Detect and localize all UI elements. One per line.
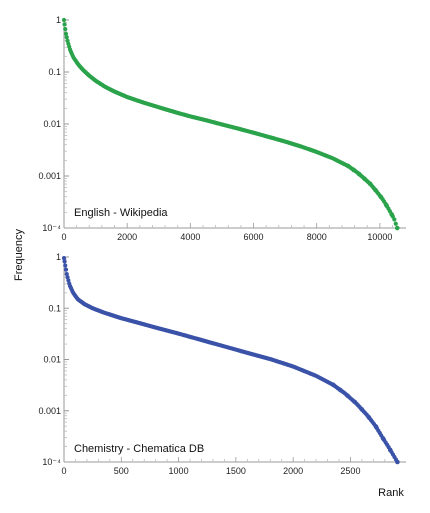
data-point — [62, 259, 67, 264]
data-point — [352, 399, 357, 405]
data-point — [395, 459, 400, 465]
chart-panel-1: 10⁻⁴ 0.001 0.01 0.1 1 0 2000 4000 6000 8000 10000 E… — [38, 15, 406, 242]
data-point — [351, 167, 357, 173]
data-point — [359, 407, 365, 412]
x-tick-label: 2000 — [117, 232, 137, 242]
data-point — [61, 17, 67, 23]
x-tick-label: 1500 — [226, 466, 246, 476]
data-series — [61, 17, 400, 231]
x-tick-label: 8000 — [307, 232, 327, 242]
panel-annotation: Chemistry - Chematica DB — [74, 443, 204, 455]
data-point — [63, 31, 69, 36]
y-tick-label: 0.001 — [38, 171, 61, 181]
x-tick-label: 2000 — [283, 466, 303, 476]
data-point — [362, 176, 367, 182]
data-point — [64, 271, 69, 277]
data-point — [389, 212, 395, 217]
data-point — [61, 256, 67, 261]
data-point — [62, 22, 67, 27]
data-point — [367, 181, 373, 187]
data-point — [373, 424, 379, 430]
y-tick-label: 1 — [56, 252, 61, 262]
y-tick-label: 10⁻⁴ — [42, 223, 61, 233]
data-point — [393, 221, 398, 226]
data-point — [356, 171, 362, 177]
data-point — [330, 382, 336, 388]
data-point — [64, 35, 69, 40]
data-point — [366, 415, 372, 420]
x-tick-label: 500 — [114, 466, 129, 476]
data-point — [63, 267, 69, 272]
x-tick-label: 0 — [61, 466, 66, 476]
data-point — [338, 387, 343, 393]
data-point — [380, 436, 386, 441]
data-point — [387, 447, 393, 453]
x-tick-label: 6000 — [244, 232, 264, 242]
x-tick-label: 0 — [61, 232, 66, 242]
y-tick-label: 10⁻⁴ — [42, 457, 61, 467]
y-tick-label: 0.1 — [48, 303, 61, 313]
data-point — [394, 225, 400, 231]
x-axis-title: Rank — [378, 487, 404, 499]
x-tick-label: 10000 — [367, 232, 392, 242]
data-point — [63, 263, 68, 268]
y-tick-label: 0.1 — [48, 67, 61, 77]
data-point — [345, 393, 350, 398]
chart-panel-2: 10⁻⁴ 0.001 0.01 0.1 1 0 500 1000 1500 2000 2500 Che… — [38, 252, 406, 476]
data-point — [345, 163, 351, 169]
x-tick-label: 1000 — [169, 466, 189, 476]
y-tick-label: 0.01 — [43, 355, 61, 365]
data-point — [392, 217, 397, 222]
y-tick-label: 1 — [56, 15, 61, 25]
data-point — [378, 194, 384, 200]
x-tick-label: 4000 — [180, 232, 200, 242]
y-tick-label: 0.001 — [38, 406, 61, 416]
data-point — [373, 187, 378, 193]
data-series — [61, 256, 400, 465]
y-axis-title: Frequency — [13, 229, 25, 281]
y-tick-label: 0.01 — [43, 119, 61, 129]
data-point — [384, 202, 389, 208]
data-point — [63, 26, 68, 32]
panel-annotation: English - Wikipedia — [74, 207, 168, 219]
x-tick-label: 2500 — [340, 466, 360, 476]
